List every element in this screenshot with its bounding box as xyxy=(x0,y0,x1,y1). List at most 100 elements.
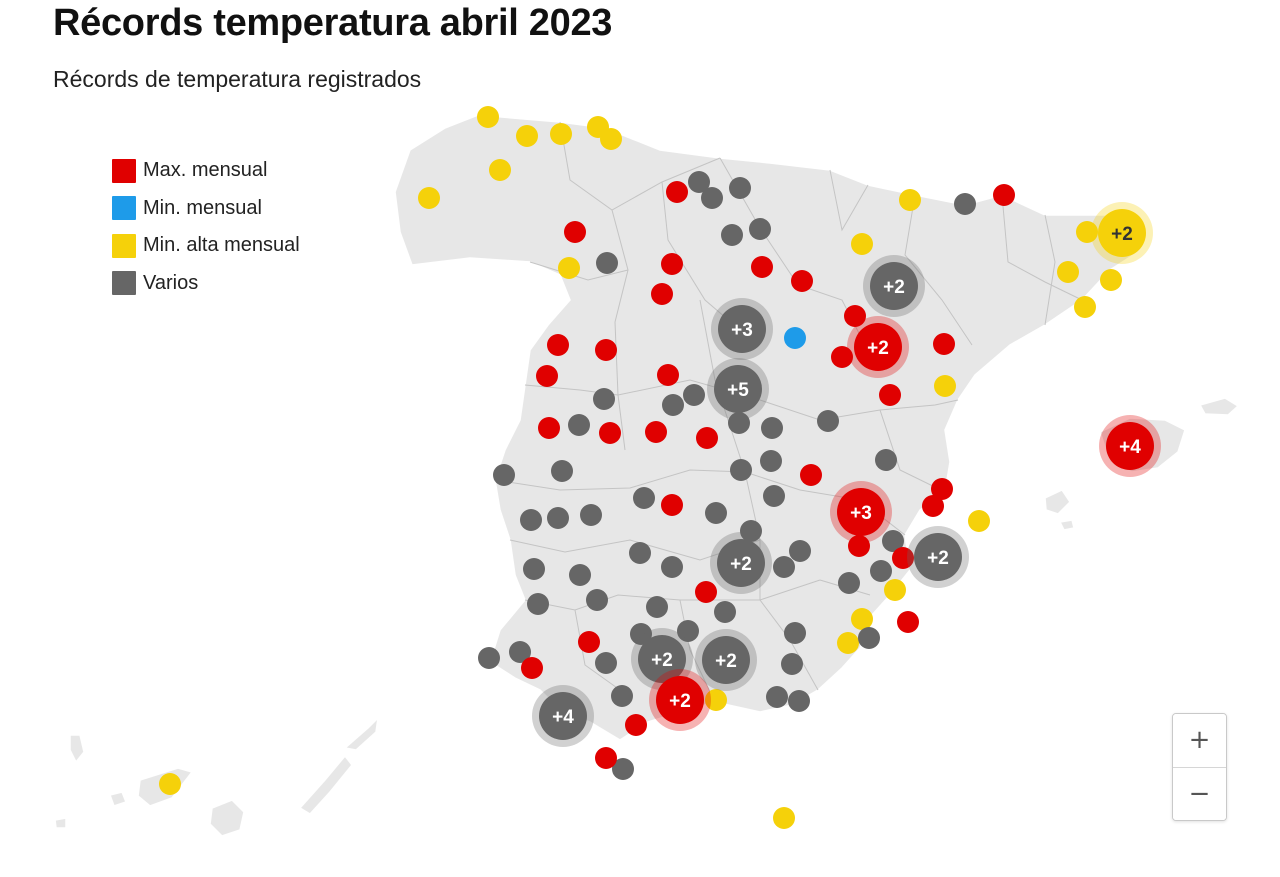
station-marker-max[interactable] xyxy=(578,631,600,653)
station-marker-varios[interactable] xyxy=(875,449,897,471)
station-marker-minalta[interactable] xyxy=(600,128,622,150)
cluster-marker-varios[interactable]: +2 xyxy=(863,255,925,317)
cluster-marker-max[interactable]: +4 xyxy=(1099,415,1161,477)
station-marker-varios[interactable] xyxy=(954,193,976,215)
station-marker-varios[interactable] xyxy=(749,218,771,240)
station-marker-max[interactable] xyxy=(800,464,822,486)
station-marker-minalta[interactable] xyxy=(1074,296,1096,318)
station-marker-varios[interactable] xyxy=(760,450,782,472)
station-marker-varios[interactable] xyxy=(683,384,705,406)
station-marker-varios[interactable] xyxy=(569,564,591,586)
station-marker-minalta[interactable] xyxy=(851,233,873,255)
station-marker-max[interactable] xyxy=(931,478,953,500)
cluster-marker-varios[interactable]: +5 xyxy=(707,358,769,420)
station-marker-varios[interactable] xyxy=(551,460,573,482)
station-marker-varios[interactable] xyxy=(773,556,795,578)
station-marker-max[interactable] xyxy=(848,535,870,557)
station-marker-minalta[interactable] xyxy=(851,608,873,630)
station-marker-max[interactable] xyxy=(933,333,955,355)
station-marker-minalta[interactable] xyxy=(418,187,440,209)
station-marker-varios[interactable] xyxy=(611,685,633,707)
station-marker-minalta[interactable] xyxy=(1076,221,1098,243)
station-marker-varios[interactable] xyxy=(701,187,723,209)
points-layer[interactable] xyxy=(159,106,1122,829)
station-marker-varios[interactable] xyxy=(630,623,652,645)
station-marker-max[interactable] xyxy=(879,384,901,406)
station-marker-max[interactable] xyxy=(651,283,673,305)
station-marker-varios[interactable] xyxy=(568,414,590,436)
cluster-marker-varios[interactable]: +3 xyxy=(711,298,773,360)
station-marker-varios[interactable] xyxy=(646,596,668,618)
station-marker-max[interactable] xyxy=(696,427,718,449)
station-marker-varios[interactable] xyxy=(612,758,634,780)
station-marker-varios[interactable] xyxy=(688,171,710,193)
station-marker-varios[interactable] xyxy=(493,464,515,486)
station-marker-max[interactable] xyxy=(564,221,586,243)
cluster-marker-varios[interactable]: +4 xyxy=(532,685,594,747)
station-marker-minalta[interactable] xyxy=(968,510,990,532)
station-marker-minalta[interactable] xyxy=(477,106,499,128)
station-marker-varios[interactable] xyxy=(730,459,752,481)
station-marker-max[interactable] xyxy=(791,270,813,292)
station-marker-max[interactable] xyxy=(595,339,617,361)
station-marker-minalta[interactable] xyxy=(516,125,538,147)
station-marker-varios[interactable] xyxy=(547,507,569,529)
station-marker-varios[interactable] xyxy=(766,686,788,708)
station-marker-minalta[interactable] xyxy=(899,189,921,211)
station-marker-max[interactable] xyxy=(645,421,667,443)
station-marker-minalta[interactable] xyxy=(884,579,906,601)
station-marker-varios[interactable] xyxy=(586,589,608,611)
cluster-marker-minalta[interactable]: +2 xyxy=(1091,202,1153,264)
station-marker-varios[interactable] xyxy=(527,593,549,615)
station-marker-max[interactable] xyxy=(547,334,569,356)
clusters-layer[interactable]: +2 +2 +2 +3 +5 +4 +3 +2 +2 +2 +2 +2 +4 xyxy=(532,202,1161,747)
station-marker-varios[interactable] xyxy=(761,417,783,439)
station-marker-varios[interactable] xyxy=(858,627,880,649)
zoom-in-button[interactable]: + xyxy=(1173,714,1226,767)
station-marker-varios[interactable] xyxy=(714,601,736,623)
station-marker-minalta[interactable] xyxy=(558,257,580,279)
station-marker-minalta[interactable] xyxy=(705,689,727,711)
cluster-marker-max[interactable]: +2 xyxy=(649,669,711,731)
station-marker-varios[interactable] xyxy=(705,502,727,524)
station-marker-varios[interactable] xyxy=(633,487,655,509)
station-marker-varios[interactable] xyxy=(817,410,839,432)
station-marker-max[interactable] xyxy=(695,581,717,603)
cluster-marker-varios[interactable]: +2 xyxy=(695,629,757,691)
station-marker-minalta[interactable] xyxy=(837,632,859,654)
station-marker-varios[interactable] xyxy=(729,177,751,199)
station-marker-varios[interactable] xyxy=(838,572,860,594)
station-marker-varios[interactable] xyxy=(677,620,699,642)
station-marker-minalta[interactable] xyxy=(1057,261,1079,283)
station-marker-max[interactable] xyxy=(599,422,621,444)
station-marker-max[interactable] xyxy=(892,547,914,569)
station-marker-max[interactable] xyxy=(661,253,683,275)
cluster-marker-max[interactable]: +3 xyxy=(830,481,892,543)
station-marker-varios[interactable] xyxy=(593,388,615,410)
station-marker-max[interactable] xyxy=(538,417,560,439)
station-marker-max[interactable] xyxy=(922,495,944,517)
station-marker-varios[interactable] xyxy=(784,622,806,644)
station-marker-max[interactable] xyxy=(661,494,683,516)
station-marker-varios[interactable] xyxy=(580,504,602,526)
station-marker-max[interactable] xyxy=(536,365,558,387)
station-marker-varios[interactable] xyxy=(721,224,743,246)
station-marker-varios[interactable] xyxy=(789,540,811,562)
station-marker-varios[interactable] xyxy=(788,690,810,712)
station-marker-varios[interactable] xyxy=(661,556,683,578)
zoom-out-button[interactable]: − xyxy=(1173,767,1226,820)
cluster-marker-varios[interactable]: +2 xyxy=(710,532,772,594)
station-marker-minalta[interactable] xyxy=(934,375,956,397)
station-marker-min[interactable] xyxy=(784,327,806,349)
station-marker-minalta[interactable] xyxy=(773,807,795,829)
station-marker-max[interactable] xyxy=(657,364,679,386)
station-marker-varios[interactable] xyxy=(763,485,785,507)
station-marker-varios[interactable] xyxy=(595,652,617,674)
station-marker-varios[interactable] xyxy=(740,520,762,542)
cluster-marker-max[interactable]: +2 xyxy=(847,316,909,378)
station-marker-max[interactable] xyxy=(897,611,919,633)
station-marker-varios[interactable] xyxy=(870,560,892,582)
station-marker-minalta[interactable] xyxy=(489,159,511,181)
